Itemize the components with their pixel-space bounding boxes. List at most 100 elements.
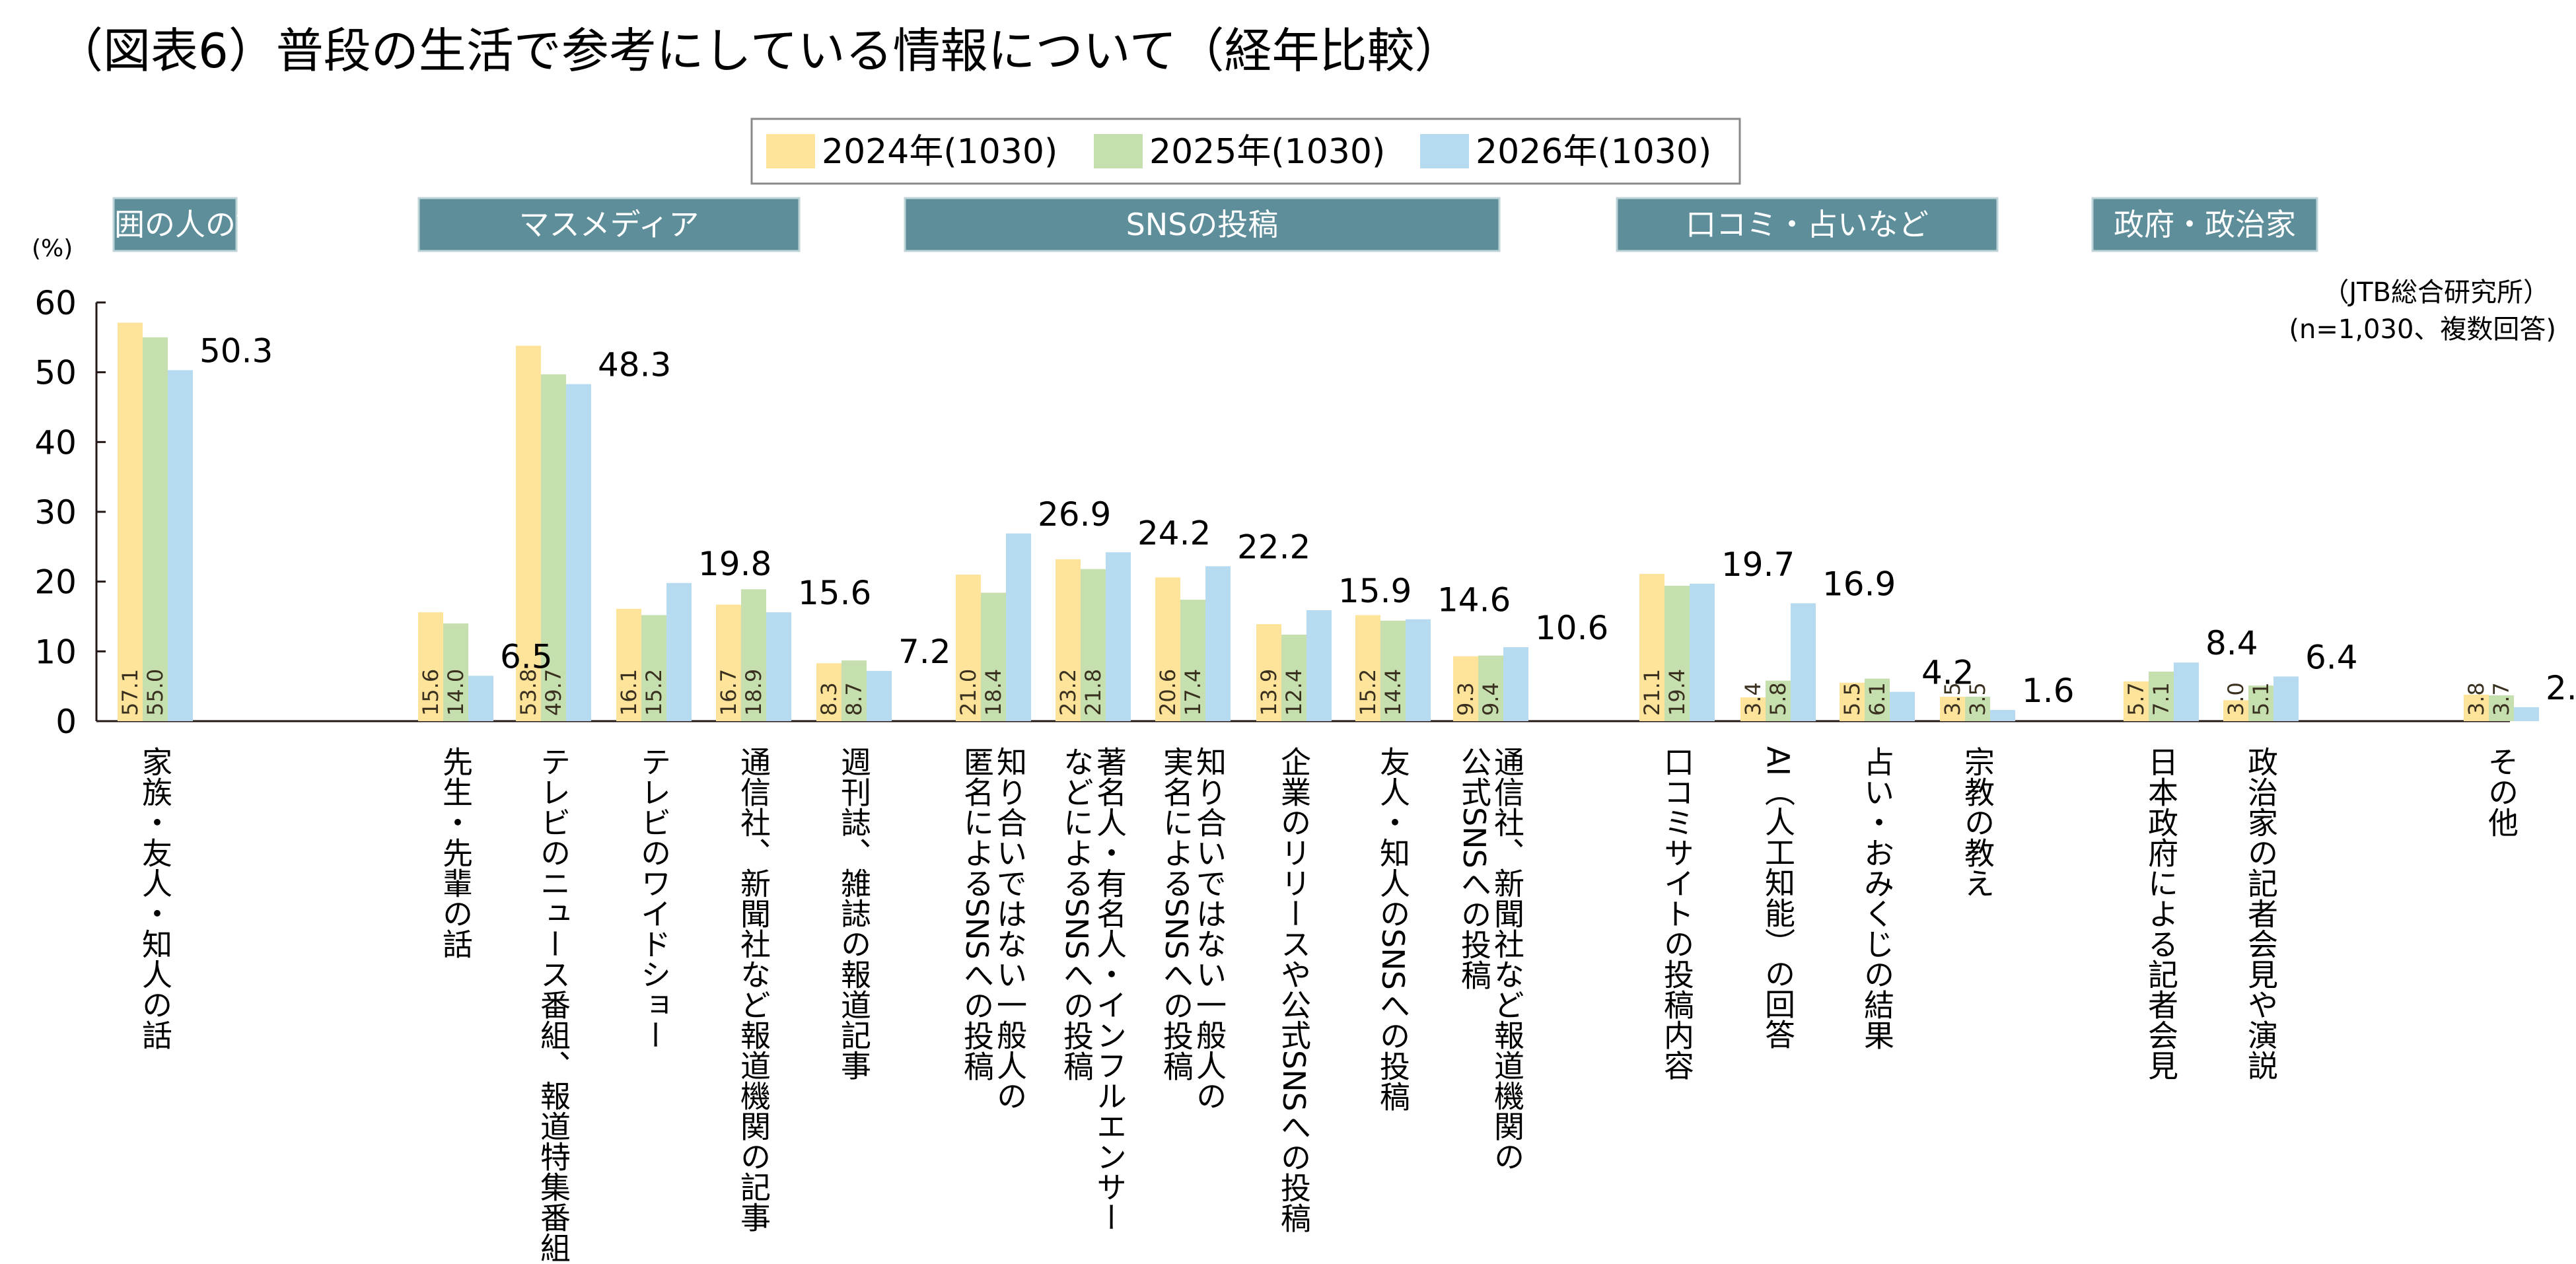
legend: 2024年(1030) 2025年(1030) 2026年(1030) bbox=[750, 118, 1741, 185]
bar bbox=[1256, 624, 1281, 721]
data-label: 3.5 bbox=[1940, 682, 1965, 716]
group-header-label: 口コミ・占いなど bbox=[1686, 207, 1929, 242]
y-tick-label: 50 bbox=[34, 354, 77, 392]
bar bbox=[1453, 656, 1478, 721]
data-label: 19.8 bbox=[698, 545, 771, 583]
data-label: 22.2 bbox=[1237, 528, 1310, 566]
group-header-box bbox=[417, 197, 801, 252]
bar bbox=[1106, 552, 1131, 721]
data-label: 15.9 bbox=[1338, 572, 1412, 610]
data-label: 3.0 bbox=[2223, 682, 2248, 716]
bar bbox=[716, 604, 741, 721]
category-label: 実名によるSNSへの投稿 bbox=[1159, 746, 1194, 1081]
bar bbox=[2464, 694, 2489, 721]
sample-note: (n=1,030、複数回答) bbox=[2289, 314, 2556, 345]
bar bbox=[2514, 707, 2539, 721]
bar bbox=[666, 582, 692, 721]
bar bbox=[1791, 603, 1816, 721]
category-labels: 家族・友人・知人の話 先生・先輩の話 テレビのニュース番組、報道特集番組 テレビのワイ… bbox=[137, 746, 2519, 1263]
category-label: テレビのワイドショー bbox=[636, 746, 672, 1050]
data-label: 14.0 bbox=[443, 669, 468, 716]
data-label: 16.1 bbox=[616, 669, 641, 716]
bar bbox=[1155, 577, 1180, 721]
y-axis-unit: (%) bbox=[32, 235, 73, 262]
bar bbox=[1478, 655, 1503, 721]
bar bbox=[1890, 691, 1915, 721]
data-label: 7.1 bbox=[2149, 682, 2174, 716]
bar bbox=[981, 592, 1006, 721]
data-label: 21.8 bbox=[1081, 669, 1106, 716]
bar bbox=[1840, 682, 1865, 721]
bar bbox=[766, 612, 791, 721]
group-headers: 周囲の人の話 マスメディア SNSの投稿 口コミ・占いなど 政府・政治家 bbox=[84, 197, 2318, 252]
data-label: 3.7 bbox=[2489, 682, 2514, 716]
data-label: 9.4 bbox=[1478, 682, 1503, 716]
bar bbox=[1006, 533, 1031, 721]
data-label: 15.6 bbox=[798, 574, 871, 612]
legend-frame bbox=[750, 118, 1741, 185]
data-label: 21.0 bbox=[956, 669, 981, 716]
bar bbox=[168, 370, 193, 721]
bar bbox=[1690, 583, 1715, 721]
category-label: 政治家の記者会見や演説 bbox=[2243, 746, 2279, 1080]
bar bbox=[2223, 700, 2248, 721]
bar bbox=[816, 663, 841, 721]
data-label: 18.4 bbox=[981, 669, 1006, 716]
bar bbox=[1081, 569, 1106, 721]
category-label: その他 bbox=[2484, 746, 2519, 837]
data-label: 19.7 bbox=[1721, 545, 1795, 584]
category-label: 週刊誌、雑誌の報道記事 bbox=[836, 746, 872, 1080]
category-label: 宗教の教え bbox=[1960, 746, 1995, 898]
bar bbox=[1639, 574, 1664, 721]
y-tick-label: 60 bbox=[34, 284, 77, 322]
data-label: 6.1 bbox=[1865, 682, 1890, 716]
group-header-label: SNSの投稿 bbox=[1126, 207, 1279, 242]
bar bbox=[1865, 678, 1890, 721]
bar bbox=[1180, 600, 1205, 721]
data-label: 15.2 bbox=[1355, 669, 1380, 716]
category-label: 匿名によるSNSへの投稿 bbox=[959, 746, 995, 1081]
category-label: 知り合いではない一般人の bbox=[1192, 746, 1227, 1111]
legend-label-2026: 2026年(1030) bbox=[1476, 132, 1711, 172]
bar bbox=[1306, 610, 1332, 721]
data-label: 26.9 bbox=[1038, 495, 1111, 534]
bar bbox=[1380, 620, 1406, 721]
data-label: 1.6 bbox=[2022, 672, 2075, 710]
data-label: 8.3 bbox=[816, 682, 841, 716]
data-labels: 57.1 55.050.315.6 14.06.553.8 49.748.316.1 1… bbox=[118, 332, 2576, 716]
bars bbox=[118, 322, 2539, 722]
data-label: 2.0 bbox=[2546, 669, 2576, 707]
data-label: 5.5 bbox=[1840, 682, 1865, 716]
category-label: 通信社、新聞社など報道機関の記事 bbox=[736, 746, 771, 1232]
category-label: AI（人工知能）の回答 bbox=[1760, 746, 1796, 1049]
bar bbox=[1355, 615, 1380, 721]
category-label: 公式SNSへの投稿 bbox=[1456, 746, 1492, 990]
data-label: 57.1 bbox=[118, 669, 143, 716]
bar bbox=[1766, 680, 1791, 721]
data-label: 5.8 bbox=[1766, 682, 1791, 716]
category-label: 日本政府による記者会見 bbox=[2143, 746, 2179, 1080]
data-label: 13.9 bbox=[1256, 669, 1281, 716]
category-label: 友人・知人のSNSへの投稿 bbox=[1375, 746, 1411, 1111]
chart-title: （図表6）普段の生活で参考にしている情報について（経年比較） bbox=[55, 23, 1462, 79]
data-label: 14.4 bbox=[1380, 669, 1406, 716]
bar bbox=[1940, 697, 1965, 721]
category-label: 口コミサイトの投稿内容 bbox=[1659, 746, 1695, 1080]
data-label: 9.3 bbox=[1453, 682, 1478, 716]
bar bbox=[566, 384, 591, 721]
group-header-box bbox=[1616, 197, 1999, 252]
bar bbox=[1055, 559, 1081, 721]
bar bbox=[1965, 697, 1990, 721]
data-label: 23.2 bbox=[1055, 669, 1081, 716]
data-label: 10.6 bbox=[1535, 609, 1608, 647]
bar bbox=[1740, 697, 1766, 721]
data-label: 50.3 bbox=[199, 332, 273, 370]
legend-label-2025: 2025年(1030) bbox=[1149, 132, 1385, 172]
data-label: 5.7 bbox=[2124, 682, 2149, 716]
group-header-box bbox=[112, 197, 238, 252]
y-tick-label: 0 bbox=[55, 703, 77, 741]
bar bbox=[741, 589, 766, 721]
category-label: テレビのニュース番組、報道特集番組 bbox=[536, 746, 571, 1263]
data-label: 21.1 bbox=[1639, 669, 1664, 716]
category-label: 家族・友人・知人の話 bbox=[137, 746, 173, 1050]
